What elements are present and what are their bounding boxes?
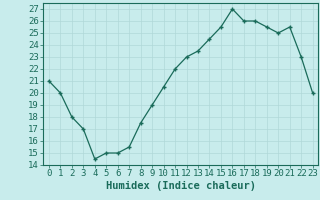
X-axis label: Humidex (Indice chaleur): Humidex (Indice chaleur) [106, 181, 256, 191]
